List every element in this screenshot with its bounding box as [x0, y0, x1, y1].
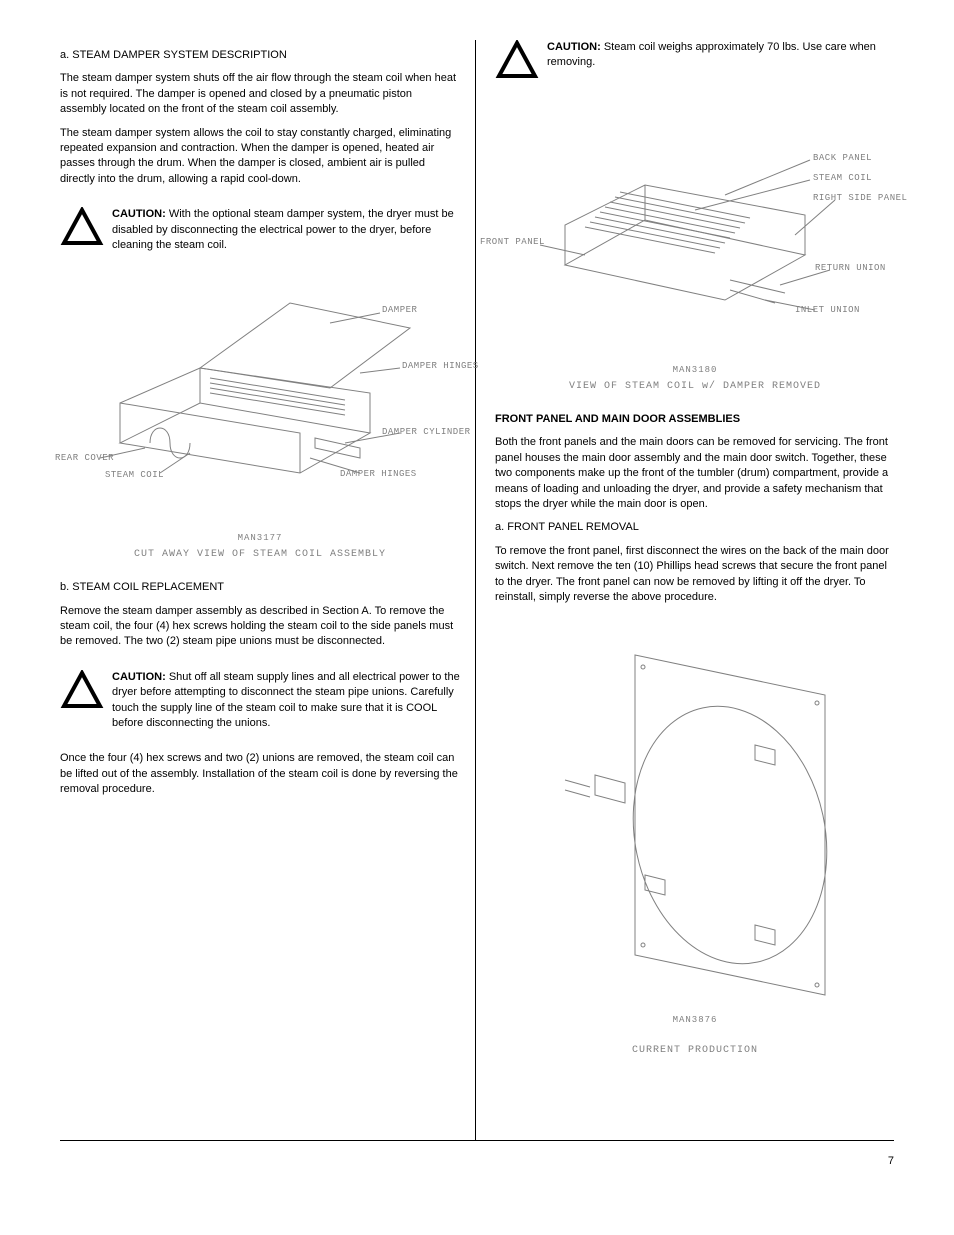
caution-2: CAUTION: Shut off all steam supply lines…: [60, 670, 460, 732]
fig3-caption: CURRENT PRODUCTION: [495, 1045, 895, 1056]
fig1-callout-rear-cover: REAR COVER: [55, 453, 114, 463]
bottom-rule: [60, 1140, 894, 1141]
section-a-p2: The steam damper system allows the coil …: [60, 126, 460, 188]
fig1-caption: CUT AWAY VIEW OF STEAM COIL ASSEMBLY: [60, 549, 460, 560]
section-a-heading-text: a. STEAM DAMPER SYSTEM DESCRIPTION: [60, 49, 287, 61]
section-b-p1: Remove the steam damper assembly as desc…: [60, 604, 460, 650]
page-number: 7: [888, 1155, 894, 1167]
fig2-callout-right-side: RIGHT SIDE PANEL: [813, 193, 907, 203]
figure-1-drawing: DAMPER DAMPER HINGES DAMPER CYLINDER DAM…: [60, 273, 440, 533]
section-b-heading: b. STEAM COIL REPLACEMENT: [60, 580, 460, 595]
fig1-callout-steam-coil: STEAM COIL: [105, 470, 164, 480]
figure-3-svg: [495, 625, 875, 1025]
fig1-callout-hinges-bottom: DAMPER HINGES: [340, 469, 417, 479]
section-a-heading: a. STEAM DAMPER SYSTEM DESCRIPTION: [60, 48, 460, 63]
fig1-callout-cylinder: DAMPER CYLINDER: [382, 427, 471, 437]
front-panel-a-p1: To remove the front panel, first disconn…: [495, 544, 895, 606]
right-column: CAUTION: Steam coil weighs approximately…: [495, 40, 895, 1076]
fig2-callout-front-panel: FRONT PANEL: [480, 237, 545, 247]
section-a-p1: The steam damper system shuts off the ai…: [60, 71, 460, 117]
caution-1-text-wrap: CAUTION: With the optional steam damper …: [112, 207, 460, 253]
front-panel-a-heading: a. FRONT PANEL REMOVAL: [495, 520, 895, 535]
fig1-callout-damper: DAMPER: [382, 305, 417, 315]
fig1-callout-hinges-top: DAMPER HINGES: [402, 361, 479, 371]
front-panel-p1: Both the front panels and the main doors…: [495, 435, 895, 512]
fig2-callout-back-panel: BACK PANEL: [813, 153, 872, 163]
caution-3-label: CAUTION:: [547, 41, 601, 53]
left-column: a. STEAM DAMPER SYSTEM DESCRIPTION The s…: [60, 40, 460, 806]
figure-3: MAN3876 CURRENT PRODUCTION: [495, 625, 895, 1056]
caution-2-text-wrap: CAUTION: Shut off all steam supply lines…: [112, 670, 460, 732]
fig1-ref: MAN3177: [60, 533, 460, 543]
caution-3-text-wrap: CAUTION: Steam coil weighs approximately…: [547, 40, 895, 71]
figure-3-drawing: [495, 625, 875, 1045]
front-panel-heading: FRONT PANEL AND MAIN DOOR ASSEMBLIES: [495, 412, 895, 427]
left-after-caution-p: Once the four (4) hex screws and two (2)…: [60, 751, 460, 797]
fig2-callout-return-union: RETURN UNION: [815, 263, 886, 273]
column-divider: [475, 40, 476, 1140]
caution-3: CAUTION: Steam coil weighs approximately…: [495, 40, 895, 85]
section-b-heading-text: b. STEAM COIL REPLACEMENT: [60, 581, 224, 593]
caution-1-label: CAUTION:: [112, 208, 166, 220]
caution-1: CAUTION: With the optional steam damper …: [60, 207, 460, 253]
fig2-caption: VIEW OF STEAM COIL w/ DAMPER REMOVED: [495, 381, 895, 392]
warning-triangle-icon: [495, 40, 539, 85]
warning-triangle-icon: [60, 207, 104, 252]
fig2-callout-inlet-union: INLET UNION: [795, 305, 860, 315]
fig2-callout-steam-coil: STEAM COIL: [813, 173, 872, 183]
figure-2: BACK PANEL STEAM COIL RIGHT SIDE PANEL F…: [495, 105, 895, 392]
caution-2-label: CAUTION:: [112, 671, 166, 683]
fig2-ref: MAN3180: [495, 365, 895, 375]
figure-2-drawing: BACK PANEL STEAM COIL RIGHT SIDE PANEL F…: [495, 105, 875, 365]
figure-1: DAMPER DAMPER HINGES DAMPER CYLINDER DAM…: [60, 273, 460, 560]
warning-triangle-icon: [60, 670, 104, 715]
